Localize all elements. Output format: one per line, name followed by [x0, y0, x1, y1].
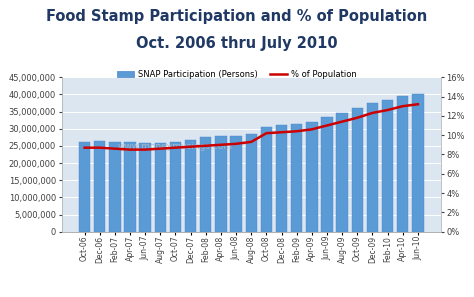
Bar [200, 137, 211, 232]
Bar [124, 143, 136, 232]
Bar [246, 134, 257, 232]
Legend: SNAP Participation (Persons), % of Population: SNAP Participation (Persons), % of Popul… [114, 67, 360, 82]
Bar [412, 94, 424, 232]
Bar [185, 140, 196, 232]
Bar [367, 103, 378, 232]
Text: Oct. 2006 thru July 2010: Oct. 2006 thru July 2010 [136, 36, 338, 51]
Bar [261, 127, 272, 232]
Bar [109, 142, 120, 232]
Bar [276, 125, 287, 232]
Bar [94, 141, 105, 232]
Bar [291, 124, 302, 232]
Bar [397, 96, 409, 232]
Bar [306, 122, 318, 232]
Bar [139, 143, 151, 232]
Bar [321, 117, 333, 232]
Bar [337, 113, 348, 232]
Bar [79, 143, 90, 232]
Bar [382, 99, 393, 232]
Text: www.moneymusings.com: www.moneymusings.com [118, 142, 233, 151]
Bar [170, 142, 181, 232]
Bar [155, 143, 166, 232]
Bar [352, 108, 363, 232]
Bar [215, 136, 227, 232]
Text: Food Stamp Participation and % of Population: Food Stamp Participation and % of Popula… [46, 9, 428, 24]
Bar [230, 135, 242, 232]
